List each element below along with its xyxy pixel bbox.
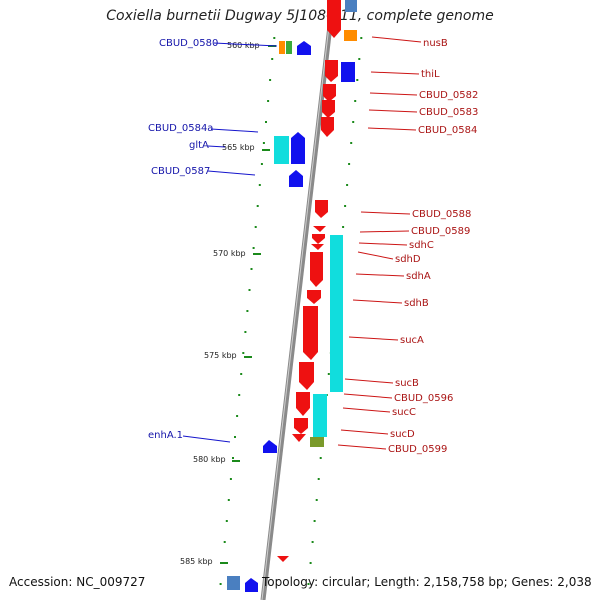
operon-cyan-upper[interactable] xyxy=(330,235,343,392)
gene-nusB-steel[interactable] xyxy=(345,0,357,12)
tick-label-580: 580 kbp xyxy=(193,455,226,464)
gene-enhA.1[interactable] xyxy=(263,440,277,453)
reverse-genes xyxy=(277,0,357,562)
gene-sucC[interactable] xyxy=(294,418,308,434)
gene-CBUD_0596[interactable] xyxy=(296,392,310,416)
forward-genes xyxy=(227,41,311,592)
label-CBUD_0589[interactable]: CBUD_0589 xyxy=(411,226,470,237)
genome-title: Coxiella burnetii Dugway 5J108-111, comp… xyxy=(106,8,494,24)
gene-cyan-0584a[interactable] xyxy=(274,136,289,164)
label-sucC[interactable]: sucC xyxy=(392,407,416,418)
tick-label-570: 570 kbp xyxy=(213,249,246,258)
gene-thiL[interactable] xyxy=(341,62,355,82)
gene-CBUD_0580-green[interactable] xyxy=(286,41,292,54)
label-thiL[interactable]: thiL xyxy=(421,69,440,80)
label-CBUD_0584[interactable]: CBUD_0584 xyxy=(418,125,477,136)
gene-small-red-bottom[interactable] xyxy=(277,556,289,562)
gene-sdhD[interactable] xyxy=(311,244,324,250)
operon-cyan-lower[interactable] xyxy=(313,394,327,437)
label-CBUD_0588[interactable]: CBUD_0588 xyxy=(412,209,471,220)
gene-nusB[interactable] xyxy=(327,0,341,38)
label-nusB[interactable]: nusB xyxy=(423,38,448,49)
label-sucD[interactable]: sucD xyxy=(390,429,415,440)
label-sdhA[interactable]: sdhA xyxy=(406,271,431,282)
label-CBUD_0583[interactable]: CBUD_0583 xyxy=(419,107,478,118)
label-CBUD_0596[interactable]: CBUD_0596 xyxy=(394,393,453,404)
gene-sdhA[interactable] xyxy=(310,252,323,287)
gene-bottom-steel[interactable] xyxy=(227,576,240,590)
gene-CBUD_0587[interactable] xyxy=(289,170,303,187)
gene-CBUD_0599-olive[interactable] xyxy=(310,437,324,447)
gene-CBUD_0588[interactable] xyxy=(315,200,328,218)
tick-label-585: 585 kbp xyxy=(180,557,213,566)
gene-sucA[interactable] xyxy=(303,306,318,360)
tick-label-575: 575 kbp xyxy=(204,351,237,360)
gene-CBUD_0583[interactable] xyxy=(322,100,335,118)
label-enhA.1[interactable]: enhA.1 xyxy=(148,430,183,441)
gene-nusB-orange[interactable] xyxy=(344,30,357,41)
gene-red-above-thiL[interactable] xyxy=(325,60,338,82)
label-CBUD_0599[interactable]: CBUD_0599 xyxy=(388,444,447,455)
label-sucB[interactable]: sucB xyxy=(395,378,419,389)
genome-backbone-highlight xyxy=(261,0,333,600)
gene-CBUD_0582[interactable] xyxy=(323,84,336,102)
gene-CBUD_0580-orange[interactable] xyxy=(279,41,285,54)
label-CBUD_0587[interactable]: CBUD_0587 xyxy=(151,166,210,177)
gene-sucB[interactable] xyxy=(299,362,314,390)
tick-label-565: 565 kbp xyxy=(222,143,255,152)
label-CBUD_0580[interactable]: CBUD_0580 xyxy=(159,38,218,49)
label-sucA[interactable]: sucA xyxy=(400,335,424,346)
label-gltA[interactable]: gltA xyxy=(189,140,209,151)
scale-ticks: 560 kbp 565 kbp 570 kbp 575 kbp 580 kbp … xyxy=(180,41,276,566)
genome-backbone xyxy=(260,0,336,600)
gene-CBUD_0584[interactable] xyxy=(321,117,334,137)
dotted-ring-left xyxy=(219,37,276,585)
label-CBUD_0582[interactable]: CBUD_0582 xyxy=(419,90,478,101)
gene-bottom-forward[interactable] xyxy=(245,578,258,592)
left-labels: CBUD_0580 CBUD_0584a gltA CBUD_0587 enhA… xyxy=(148,38,278,443)
gene-forward-arrow-1[interactable] xyxy=(297,41,311,55)
gene-sdhB[interactable] xyxy=(307,290,321,304)
label-sdhC[interactable]: sdhC xyxy=(409,240,434,251)
tick-label-560: 560 kbp xyxy=(227,41,260,50)
gene-CBUD_0589[interactable] xyxy=(313,226,326,232)
gene-sdhC[interactable] xyxy=(312,234,325,244)
accession-text: Accession: NC_009727 xyxy=(9,575,146,589)
gene-gltA[interactable] xyxy=(291,132,305,164)
label-sdhD[interactable]: sdhD xyxy=(395,254,421,265)
label-sdhB[interactable]: sdhB xyxy=(404,298,429,309)
label-CBUD_0584a[interactable]: CBUD_0584a xyxy=(148,123,213,134)
gene-sucD[interactable] xyxy=(292,434,306,442)
topology-text: Topology: circular; Length: 2,158,758 bp… xyxy=(262,575,592,589)
right-labels: nusB thiL CBUD_0582 CBUD_0583 CBUD_0584 … xyxy=(337,36,478,455)
